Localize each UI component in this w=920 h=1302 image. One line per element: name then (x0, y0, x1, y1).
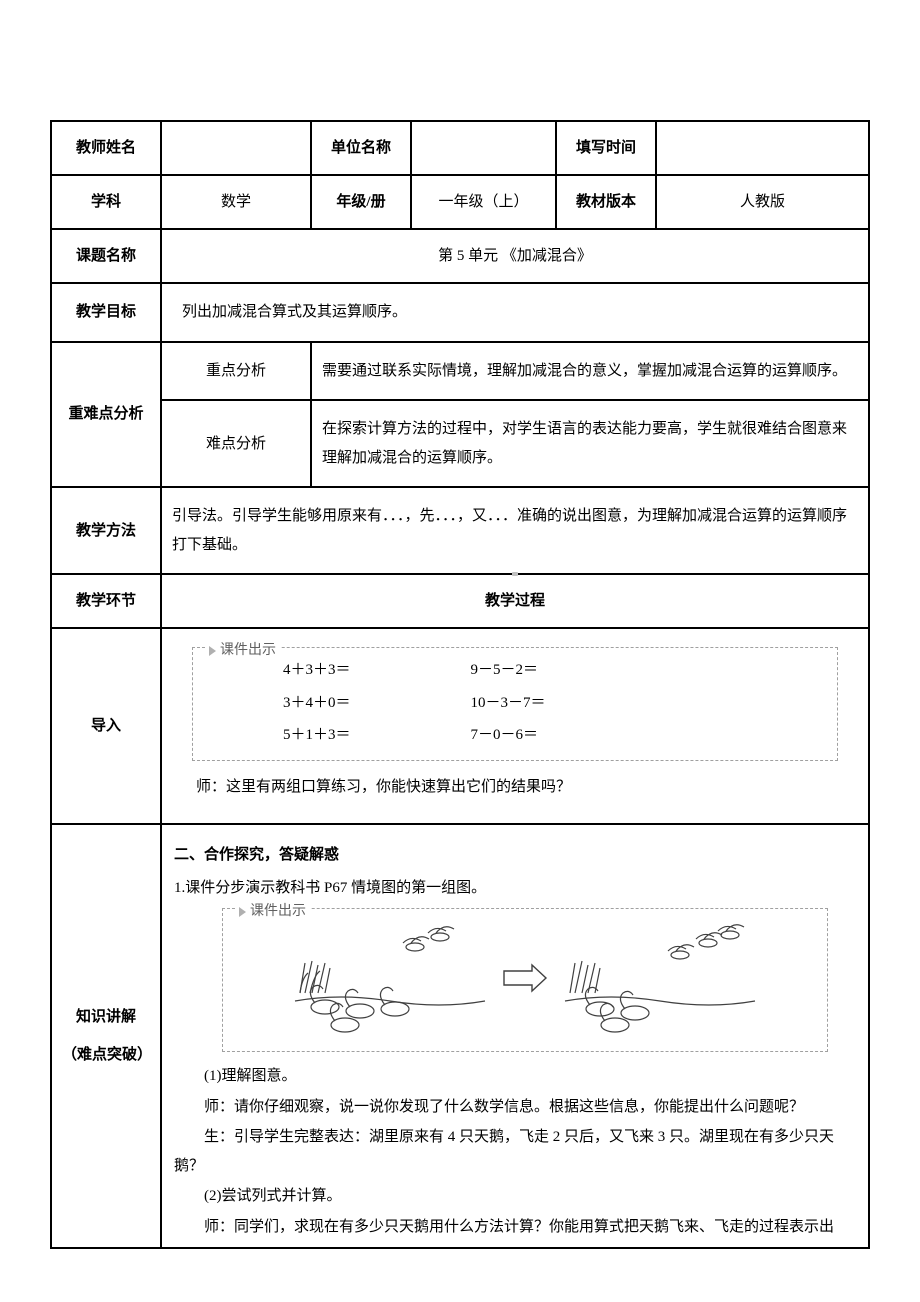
intro-content: 课件出示 4＋3＋3＝ 3＋4＋0＝ 5＋1＋3＝ 9－5－2＝ 10－3－7＝… (161, 628, 869, 824)
value-textbook: 人教版 (656, 175, 869, 229)
label-textbook: 教材版本 (556, 175, 656, 229)
value-goal: 列出加减混合算式及其运算顺序。 (161, 283, 869, 342)
label-grade: 年级/册 (311, 175, 411, 229)
intro-teacher-line: 师：这里有两组口算练习，你能快速算出它们的结果吗？ (196, 773, 834, 802)
label-intro: 导入 (51, 628, 161, 824)
scene-right-svg (560, 923, 760, 1033)
math-left-3: 5＋1＋3＝ (283, 721, 351, 750)
courseware-box-scene: 课件出示 (222, 908, 828, 1052)
text-keypoint: 需要通过联系实际情境，理解加减混合的意义，掌握加减混合运算的运算顺序。 (311, 342, 869, 401)
explain-content: 二、合作探究，答疑解惑 1.课件分步演示教科书 P67 情境图的第一组图。 课件… (161, 824, 869, 1248)
label-teacher-name: 教师姓名 (51, 121, 161, 175)
arrow-icon (500, 963, 550, 993)
method-row: 教学方法 引导法。引导学生能够用原来有．．．，先．．．，又．．．准确的说出图意，… (51, 487, 869, 574)
label-goal: 教学目标 (51, 283, 161, 342)
label-method: 教学方法 (51, 487, 161, 574)
courseware-title-intro: 课件出示 (205, 638, 280, 665)
label-explain-l1: 知识讲解 (62, 1005, 150, 1029)
value-teacher-name (161, 121, 311, 175)
courseware-box-intro: 课件出示 4＋3＋3＝ 3＋4＋0＝ 5＋1＋3＝ 9－5－2＝ 10－3－7＝… (192, 647, 838, 761)
explain-step1: 1.课件分步演示教科书 P67 情境图的第一组图。 (174, 874, 846, 903)
value-subject: 数学 (161, 175, 311, 229)
explain-body-5: 师：同学们，求现在有多少只天鹅用什么方法计算？你能用算式把天鹅飞来、飞走的过程表… (174, 1213, 846, 1242)
label-unit-name: 单位名称 (311, 121, 411, 175)
scene-row (233, 913, 817, 1043)
value-unit-name (411, 121, 556, 175)
math-right-1: 9－5－2＝ (471, 656, 546, 685)
sublabel-difficulty: 难点分析 (161, 400, 311, 487)
explain-body-2: 师：请你仔细观察，说一说你发现了什么数学信息。根据这些信息，你能提出什么问题呢？ (174, 1093, 846, 1122)
courseware-title-scene: 课件出示 (235, 899, 310, 926)
scene-left (290, 923, 490, 1033)
intro-row: 导入 课件出示 4＋3＋3＝ 3＋4＋0＝ 5＋1＋3＝ 9－5－2＝ 10－3… (51, 628, 869, 824)
math-left-1: 4＋3＋3＝ (283, 656, 351, 685)
process-header-row: 教学环节 教学过程 (51, 574, 869, 628)
text-difficulty: 在探索计算方法的过程中，对学生语言的表达能力要高，学生就很难结合图意来理解加减混… (311, 400, 869, 487)
label-explain: 知识讲解 （难点突破） (51, 824, 161, 1248)
value-grade: 一年级（上） (411, 175, 556, 229)
explain-body-4: (2)尝试列式并计算。 (174, 1182, 846, 1211)
label-process-content: 教学过程 (161, 574, 869, 628)
label-fill-time: 填写时间 (556, 121, 656, 175)
center-dot-marker (512, 572, 518, 576)
scene-right (560, 923, 760, 1033)
process-content-text: 教学过程 (485, 593, 545, 609)
math-left-2: 3＋4＋0＝ (283, 689, 351, 718)
value-topic: 第 5 单元 《加减混合》 (161, 229, 869, 283)
analysis-row-2: 难点分析 在探索计算方法的过程中，对学生语言的表达能力要高，学生就很难结合图意来… (51, 400, 869, 487)
math-problems-grid: 4＋3＋3＝ 3＋4＋0＝ 5＋1＋3＝ 9－5－2＝ 10－3－7＝ 7－0－… (223, 656, 807, 750)
header-row-2: 学科 数学 年级/册 一年级（上） 教材版本 人教版 (51, 175, 869, 229)
math-right-2: 10－3－7＝ (471, 689, 546, 718)
math-col-left: 4＋3＋3＝ 3＋4＋0＝ 5＋1＋3＝ (283, 656, 351, 750)
label-subject: 学科 (51, 175, 161, 229)
explain-body-1: (1)理解图意。 (174, 1062, 846, 1091)
lesson-plan-table: 教师姓名 单位名称 填写时间 学科 数学 年级/册 一年级（上） 教材版本 人教… (50, 120, 870, 1249)
topic-row: 课题名称 第 5 单元 《加减混合》 (51, 229, 869, 283)
math-right-3: 7－0－6＝ (471, 721, 546, 750)
sublabel-keypoint: 重点分析 (161, 342, 311, 401)
value-fill-time (656, 121, 869, 175)
label-topic: 课题名称 (51, 229, 161, 283)
explain-section-title: 二、合作探究，答疑解惑 (174, 841, 856, 870)
explain-row: 知识讲解 （难点突破） 二、合作探究，答疑解惑 1.课件分步演示教科书 P67 … (51, 824, 869, 1248)
label-explain-l2: （难点突破） (62, 1043, 150, 1067)
label-analysis: 重难点分析 (51, 342, 161, 488)
header-row-1: 教师姓名 单位名称 填写时间 (51, 121, 869, 175)
goal-row: 教学目标 列出加减混合算式及其运算顺序。 (51, 283, 869, 342)
explain-body-3: 生：引导学生完整表达：湖里原来有 4 只天鹅，飞走 2 只后，又飞来 3 只。湖… (174, 1123, 846, 1180)
text-method: 引导法。引导学生能够用原来有．．．，先．．．，又．．．准确的说出图意，为理解加减… (161, 487, 869, 574)
label-process-stage: 教学环节 (51, 574, 161, 628)
analysis-row-1: 重难点分析 重点分析 需要通过联系实际情境，理解加减混合的意义，掌握加减混合运算… (51, 342, 869, 401)
scene-left-svg (290, 923, 490, 1033)
math-col-right: 9－5－2＝ 10－3－7＝ 7－0－6＝ (471, 656, 546, 750)
